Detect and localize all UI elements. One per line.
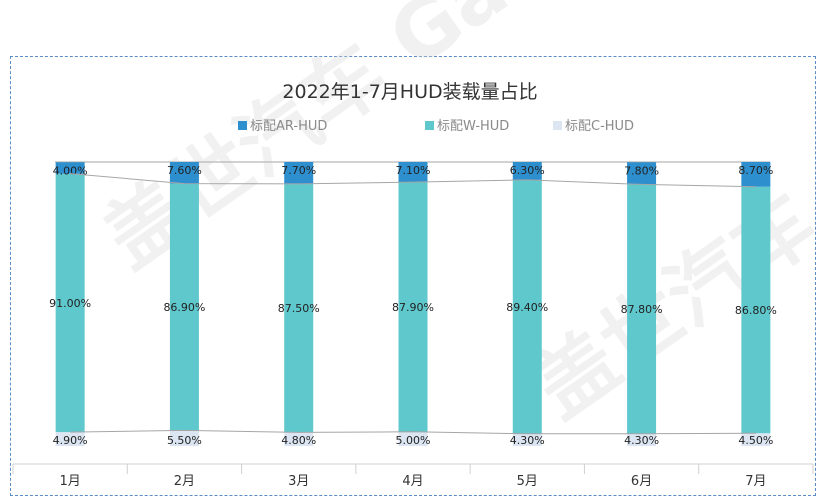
bar-stack: 4.50% 86.80% 8.70% [735, 162, 777, 447]
x-tick-label: 4月 [402, 474, 423, 489]
data-label: 7.60% [167, 164, 202, 177]
bar-segment [284, 432, 314, 446]
bar-segment [55, 432, 85, 446]
bar-stack: 5.50% 86.90% 7.60% [163, 162, 205, 447]
x-tick-label: 2月 [174, 474, 195, 489]
legend-label: 标配W-HUD [437, 119, 509, 134]
bar-segment [627, 184, 657, 434]
x-tick-label: 1月 [60, 474, 81, 489]
bar-segment [512, 179, 542, 434]
x-tick-label: 6月 [631, 474, 652, 489]
bar-segment [284, 162, 314, 184]
data-label: 4.00% [53, 164, 88, 177]
bar-segment [741, 162, 771, 187]
data-label: 8.70% [738, 164, 773, 177]
legend-label: 标配C-HUD [565, 119, 634, 134]
bar-segment [741, 433, 771, 446]
bar-segment [741, 186, 771, 434]
x-tick-label: 3月 [288, 474, 309, 489]
data-label: 4.80% [281, 434, 316, 447]
data-label: 87.90% [392, 301, 434, 314]
x-axis: 1月 2月 3月 4月 5月 6月 7月 [12, 463, 814, 489]
data-label: 7.10% [396, 164, 431, 177]
bar-stack: 4.90% 91.00% 4.00% [49, 162, 91, 447]
watermark-text-2: 盖世汽车 Gasgoo [518, 0, 820, 436]
data-label: 89.40% [506, 301, 548, 314]
chart-frame [10, 56, 816, 496]
bar-segment [398, 162, 428, 183]
bar-segment [512, 433, 542, 446]
data-label: 4.30% [510, 434, 545, 447]
data-label: 4.30% [624, 434, 659, 447]
chart-title: 2022年1-7月HUD装载量占比 [282, 81, 537, 103]
series-line-whud [70, 173, 756, 188]
bar-segment [169, 430, 199, 446]
legend-label: 标配AR-HUD [250, 119, 327, 134]
bar-stack: 4.80% 87.50% 7.70% [278, 162, 320, 447]
series-line-chud [70, 429, 756, 435]
bar-segment [398, 431, 428, 446]
bar-stack: 5.00% 87.90% 7.10% [392, 162, 434, 447]
legend-swatch [425, 121, 434, 130]
bar-segment [512, 162, 542, 180]
x-tick-label: 7月 [745, 474, 766, 489]
legend-swatch [238, 121, 247, 130]
data-label: 7.70% [281, 164, 316, 177]
bar-stack: 4.30% 89.40% 6.30% [506, 162, 548, 447]
bar-segment [169, 183, 199, 431]
bar-segment [55, 162, 85, 174]
data-label: 4.90% [53, 434, 88, 447]
data-label: 86.80% [735, 304, 777, 317]
bar-segment [169, 162, 199, 184]
bar-segment [627, 433, 657, 446]
x-tick-label: 5月 [517, 474, 538, 489]
data-label: 91.00% [49, 297, 91, 310]
data-label: 5.50% [167, 434, 202, 447]
legend: 标配AR-HUD 标配W-HUD 标配C-HUD [238, 119, 634, 134]
bar-segment [627, 162, 657, 185]
bar-segment [398, 182, 428, 432]
data-label: 4.50% [738, 434, 773, 447]
legend-swatch [553, 121, 562, 130]
data-label: 87.80% [621, 303, 663, 316]
data-label: 87.50% [278, 302, 320, 315]
bar-segment [284, 183, 314, 433]
plot-area: 4.90% 91.00% 4.00% 5.50% 86.90% 7.60% 4.80% 87.… [49, 161, 777, 447]
data-label: 6.30% [510, 164, 545, 177]
bar-segment [55, 173, 85, 433]
data-label: 86.90% [163, 301, 205, 314]
data-label: 5.00% [396, 434, 431, 447]
data-label: 7.80% [624, 164, 659, 177]
bar-stack: 4.30% 87.80% 7.80% [621, 162, 663, 447]
